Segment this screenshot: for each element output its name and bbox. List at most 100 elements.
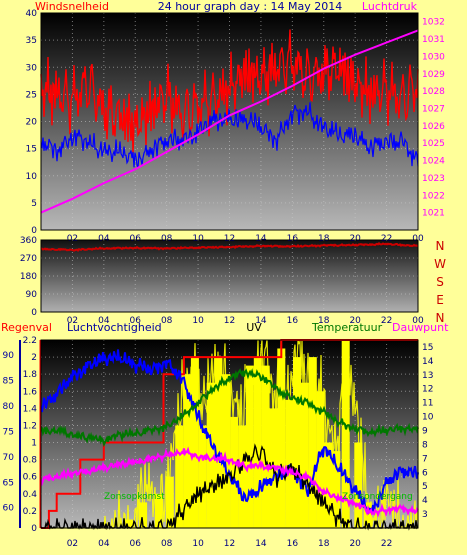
wind-y-tick-label: 25 xyxy=(26,90,37,100)
solar-bar xyxy=(285,399,294,528)
direction-x-tick-label: 20 xyxy=(349,316,361,326)
solar-bar xyxy=(245,365,254,528)
temperature-y-tick-label: 4 xyxy=(422,496,428,506)
temperature-y-tick-label: 13 xyxy=(422,371,433,381)
sunset-label: Zonsondergang xyxy=(342,492,413,502)
wind-title: Windsnelheid xyxy=(35,0,109,13)
humidity-y-tick-label: 75 xyxy=(3,427,14,437)
climate-x-tick-label: 04 xyxy=(98,539,110,549)
wind-y-tick-label: 0 xyxy=(31,226,37,236)
wind-x-tick-label: 20 xyxy=(349,234,361,244)
temperature-y-tick-label: 12 xyxy=(422,385,433,395)
climate-x-tick-label: 14 xyxy=(255,539,267,549)
pressure-y-tick-label: 1027 xyxy=(422,104,445,114)
solar-bar xyxy=(332,451,341,528)
uv-title: UV xyxy=(246,321,262,334)
direction-y-tick-label: 90 xyxy=(26,290,38,300)
direction-y-tick-label: 360 xyxy=(20,236,37,246)
temperature-y-tick-label: 6 xyxy=(422,468,428,478)
solar-bar xyxy=(175,425,184,528)
solar-bar xyxy=(238,425,247,528)
temperature-y-tick-label: 9 xyxy=(422,427,428,437)
climate-x-tick-label: 16 xyxy=(287,539,299,549)
direction-x-tick-label: 06 xyxy=(130,316,142,326)
rain-y-tick-label: 1 xyxy=(31,439,37,449)
direction-x-tick-label: 10 xyxy=(192,316,204,326)
solar-bar xyxy=(261,365,270,528)
humidity-y-tick-label: 80 xyxy=(3,402,15,412)
climate-x-tick-label: 18 xyxy=(318,539,330,549)
wind-x-tick-label: 14 xyxy=(255,234,267,244)
solar-bar xyxy=(253,357,262,528)
solar-bar xyxy=(277,348,286,528)
pressure-y-tick-label: 1028 xyxy=(422,87,445,97)
rain-title: Regenval xyxy=(1,321,52,334)
temperature-y-tick-label: 10 xyxy=(422,413,434,423)
data-lines xyxy=(39,29,419,531)
pressure-y-tick-label: 1022 xyxy=(422,191,445,201)
temperature-y-tick-label: 14 xyxy=(422,357,434,367)
solar-bar xyxy=(300,382,309,528)
temperature-y-tick-label: 15 xyxy=(422,343,433,353)
direction-y-tick-label: 0 xyxy=(31,308,37,318)
rain-y-tick-label: 1.2 xyxy=(23,421,37,431)
wind-y-tick-label: 35 xyxy=(26,36,37,46)
wind-direction-line xyxy=(40,242,419,252)
compass-labels: N W S E N xyxy=(434,239,446,325)
wind-y-tick-label: 15 xyxy=(26,145,37,155)
rain-y-tick-label: 1.6 xyxy=(23,387,38,397)
direction-x-tick-label: 00 xyxy=(412,316,424,326)
wind-x-tick-label: 00 xyxy=(412,234,424,244)
wind-x-tick-label: 06 xyxy=(130,234,142,244)
climate-x-tick-label: 06 xyxy=(130,539,142,549)
solar-bar xyxy=(324,442,333,528)
rain-y-tick-label: 1.4 xyxy=(23,404,38,414)
compass-n-top: N xyxy=(436,239,445,253)
solar-bar xyxy=(206,382,215,528)
climate-x-tick-label: 10 xyxy=(192,539,204,549)
solar-bar xyxy=(198,425,207,528)
pressure-y-tick-label: 1029 xyxy=(422,70,445,80)
humidity-y-tick-label: 60 xyxy=(3,504,15,514)
solar-bar xyxy=(316,391,325,528)
temperature-y-tick-label: 7 xyxy=(422,454,428,464)
rain-y-tick-label: 1.8 xyxy=(23,370,38,380)
solar-bar xyxy=(341,340,350,528)
humidity-y-tick-label: 90 xyxy=(3,351,15,361)
wind-x-tick-label: 22 xyxy=(381,234,392,244)
wind-x-tick-label: 12 xyxy=(224,234,235,244)
direction-x-tick-label: 08 xyxy=(161,316,173,326)
climate-panel-border xyxy=(40,339,419,529)
solar-bar xyxy=(363,502,372,528)
climate-x-tick-label: 12 xyxy=(224,539,235,549)
pressure-y-tick-label: 1021 xyxy=(422,209,445,219)
pressure-y-tick-label: 1032 xyxy=(422,18,445,28)
solar-bar xyxy=(222,374,231,528)
pressure-y-tick-label: 1030 xyxy=(422,52,445,62)
sunrise-label: Zonsopkomst xyxy=(104,492,165,502)
wind-x-tick-label: 16 xyxy=(287,234,299,244)
wind-y-tick-label: 40 xyxy=(26,9,38,19)
pressure-y-tick-label: 1024 xyxy=(422,157,445,167)
rain-y-tick-label: 0.4 xyxy=(23,490,38,500)
solar-bar xyxy=(165,476,174,528)
pressure-y-tick-label: 1031 xyxy=(422,35,445,45)
wind-panel-border xyxy=(40,12,419,231)
wind-x-tick-label: 10 xyxy=(192,234,204,244)
temperature-y-tick-label: 5 xyxy=(422,482,428,492)
direction-y-tick-label: 180 xyxy=(20,272,37,282)
solar-bar xyxy=(293,357,301,528)
climate-x-tick-label: 02 xyxy=(67,539,78,549)
solar-bar xyxy=(308,357,317,528)
pressure-y-tick-label: 1025 xyxy=(422,139,445,149)
humidity-y-tick-label: 65 xyxy=(3,478,14,488)
axis-labels: 02 04 06 08 10 12 14 16 18 20 22 000510152025303540… xyxy=(3,9,446,549)
direction-x-tick-label: 14 xyxy=(255,316,267,326)
compass-n-bottom: N xyxy=(436,311,445,325)
temperature-line xyxy=(40,368,419,448)
chart-title: 24 hour graph day : 14 May 2014 xyxy=(158,0,343,13)
wind-y-tick-label: 30 xyxy=(26,63,38,73)
direction-x-tick-label: 04 xyxy=(98,316,110,326)
dewpoint-title: Dauwpunt xyxy=(392,321,449,334)
